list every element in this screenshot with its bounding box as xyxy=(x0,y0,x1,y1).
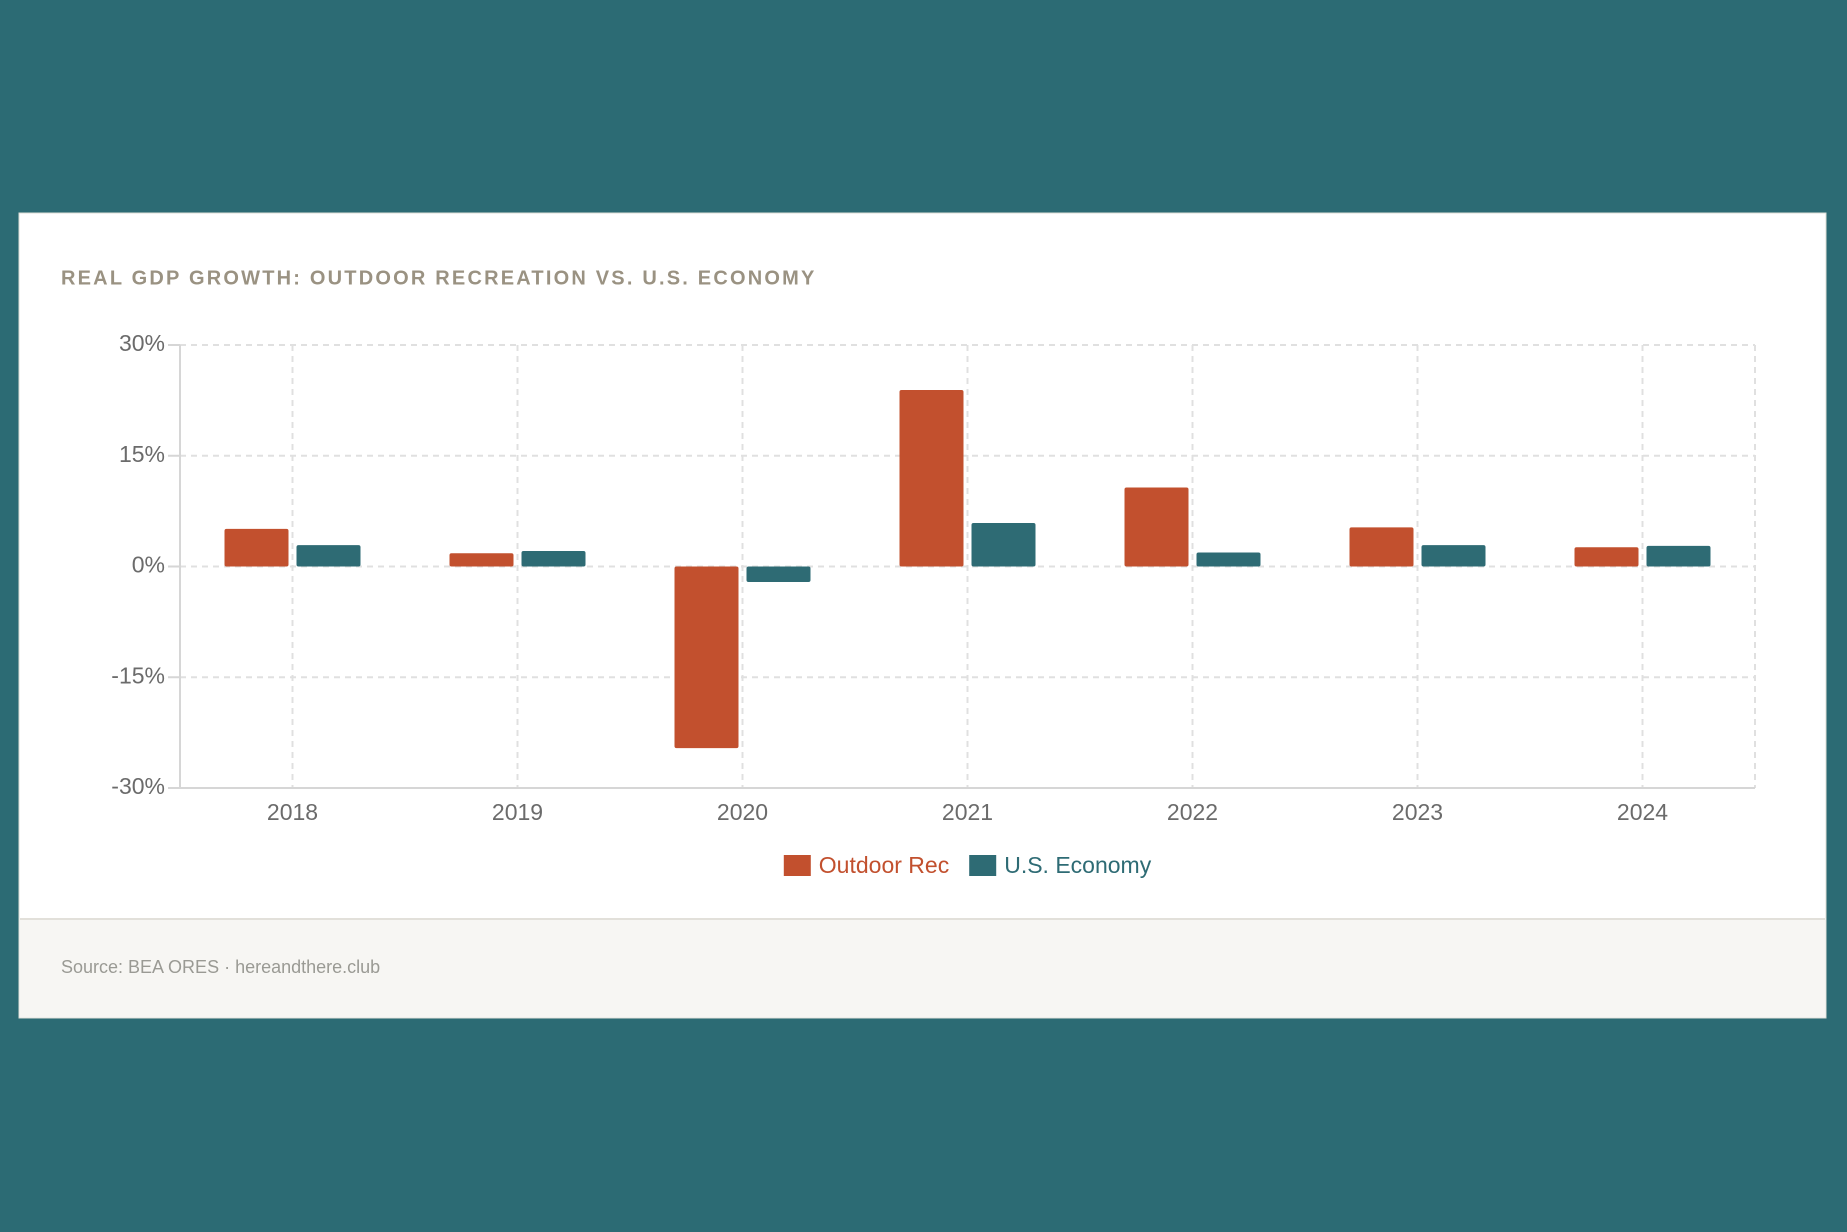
bar xyxy=(1574,547,1639,567)
legend-swatch xyxy=(783,855,811,876)
y-tick-label: -30% xyxy=(111,773,165,799)
bar xyxy=(746,566,811,583)
bar xyxy=(224,528,289,567)
y-tick-label: 0% xyxy=(132,552,165,578)
bar xyxy=(1124,487,1189,567)
x-tick-label: 2024 xyxy=(1617,799,1668,825)
bar xyxy=(1646,545,1711,567)
x-tick-label: 2019 xyxy=(492,799,543,825)
bar xyxy=(674,566,739,749)
bar xyxy=(971,522,1036,567)
x-tick-label: 2023 xyxy=(1392,799,1443,825)
legend-label: U.S. Economy xyxy=(1004,852,1151,878)
bar xyxy=(296,545,361,567)
card xyxy=(18,212,1827,1019)
bar xyxy=(521,550,586,567)
card-footer xyxy=(20,919,1825,1017)
y-tick-label: 15% xyxy=(119,441,165,467)
y-tick-label: -15% xyxy=(111,662,165,688)
chart-title: REAL GDP GROWTH: OUTDOOR RECREATION VS. … xyxy=(61,267,817,289)
bar xyxy=(1421,545,1486,567)
x-tick-label: 2022 xyxy=(1167,799,1218,825)
bar xyxy=(449,553,514,567)
y-tick-label: 30% xyxy=(119,330,165,356)
bar xyxy=(899,390,964,567)
legend-label: Outdoor Rec xyxy=(819,852,949,878)
legend-swatch xyxy=(969,855,997,876)
x-tick-label: 2020 xyxy=(717,799,768,825)
source-caption: Source: BEA ORES · hereandthere.club xyxy=(61,957,380,977)
bar xyxy=(1196,552,1261,567)
x-tick-label: 2018 xyxy=(267,799,318,825)
x-tick-label: 2021 xyxy=(942,799,993,825)
bar xyxy=(1349,527,1414,567)
